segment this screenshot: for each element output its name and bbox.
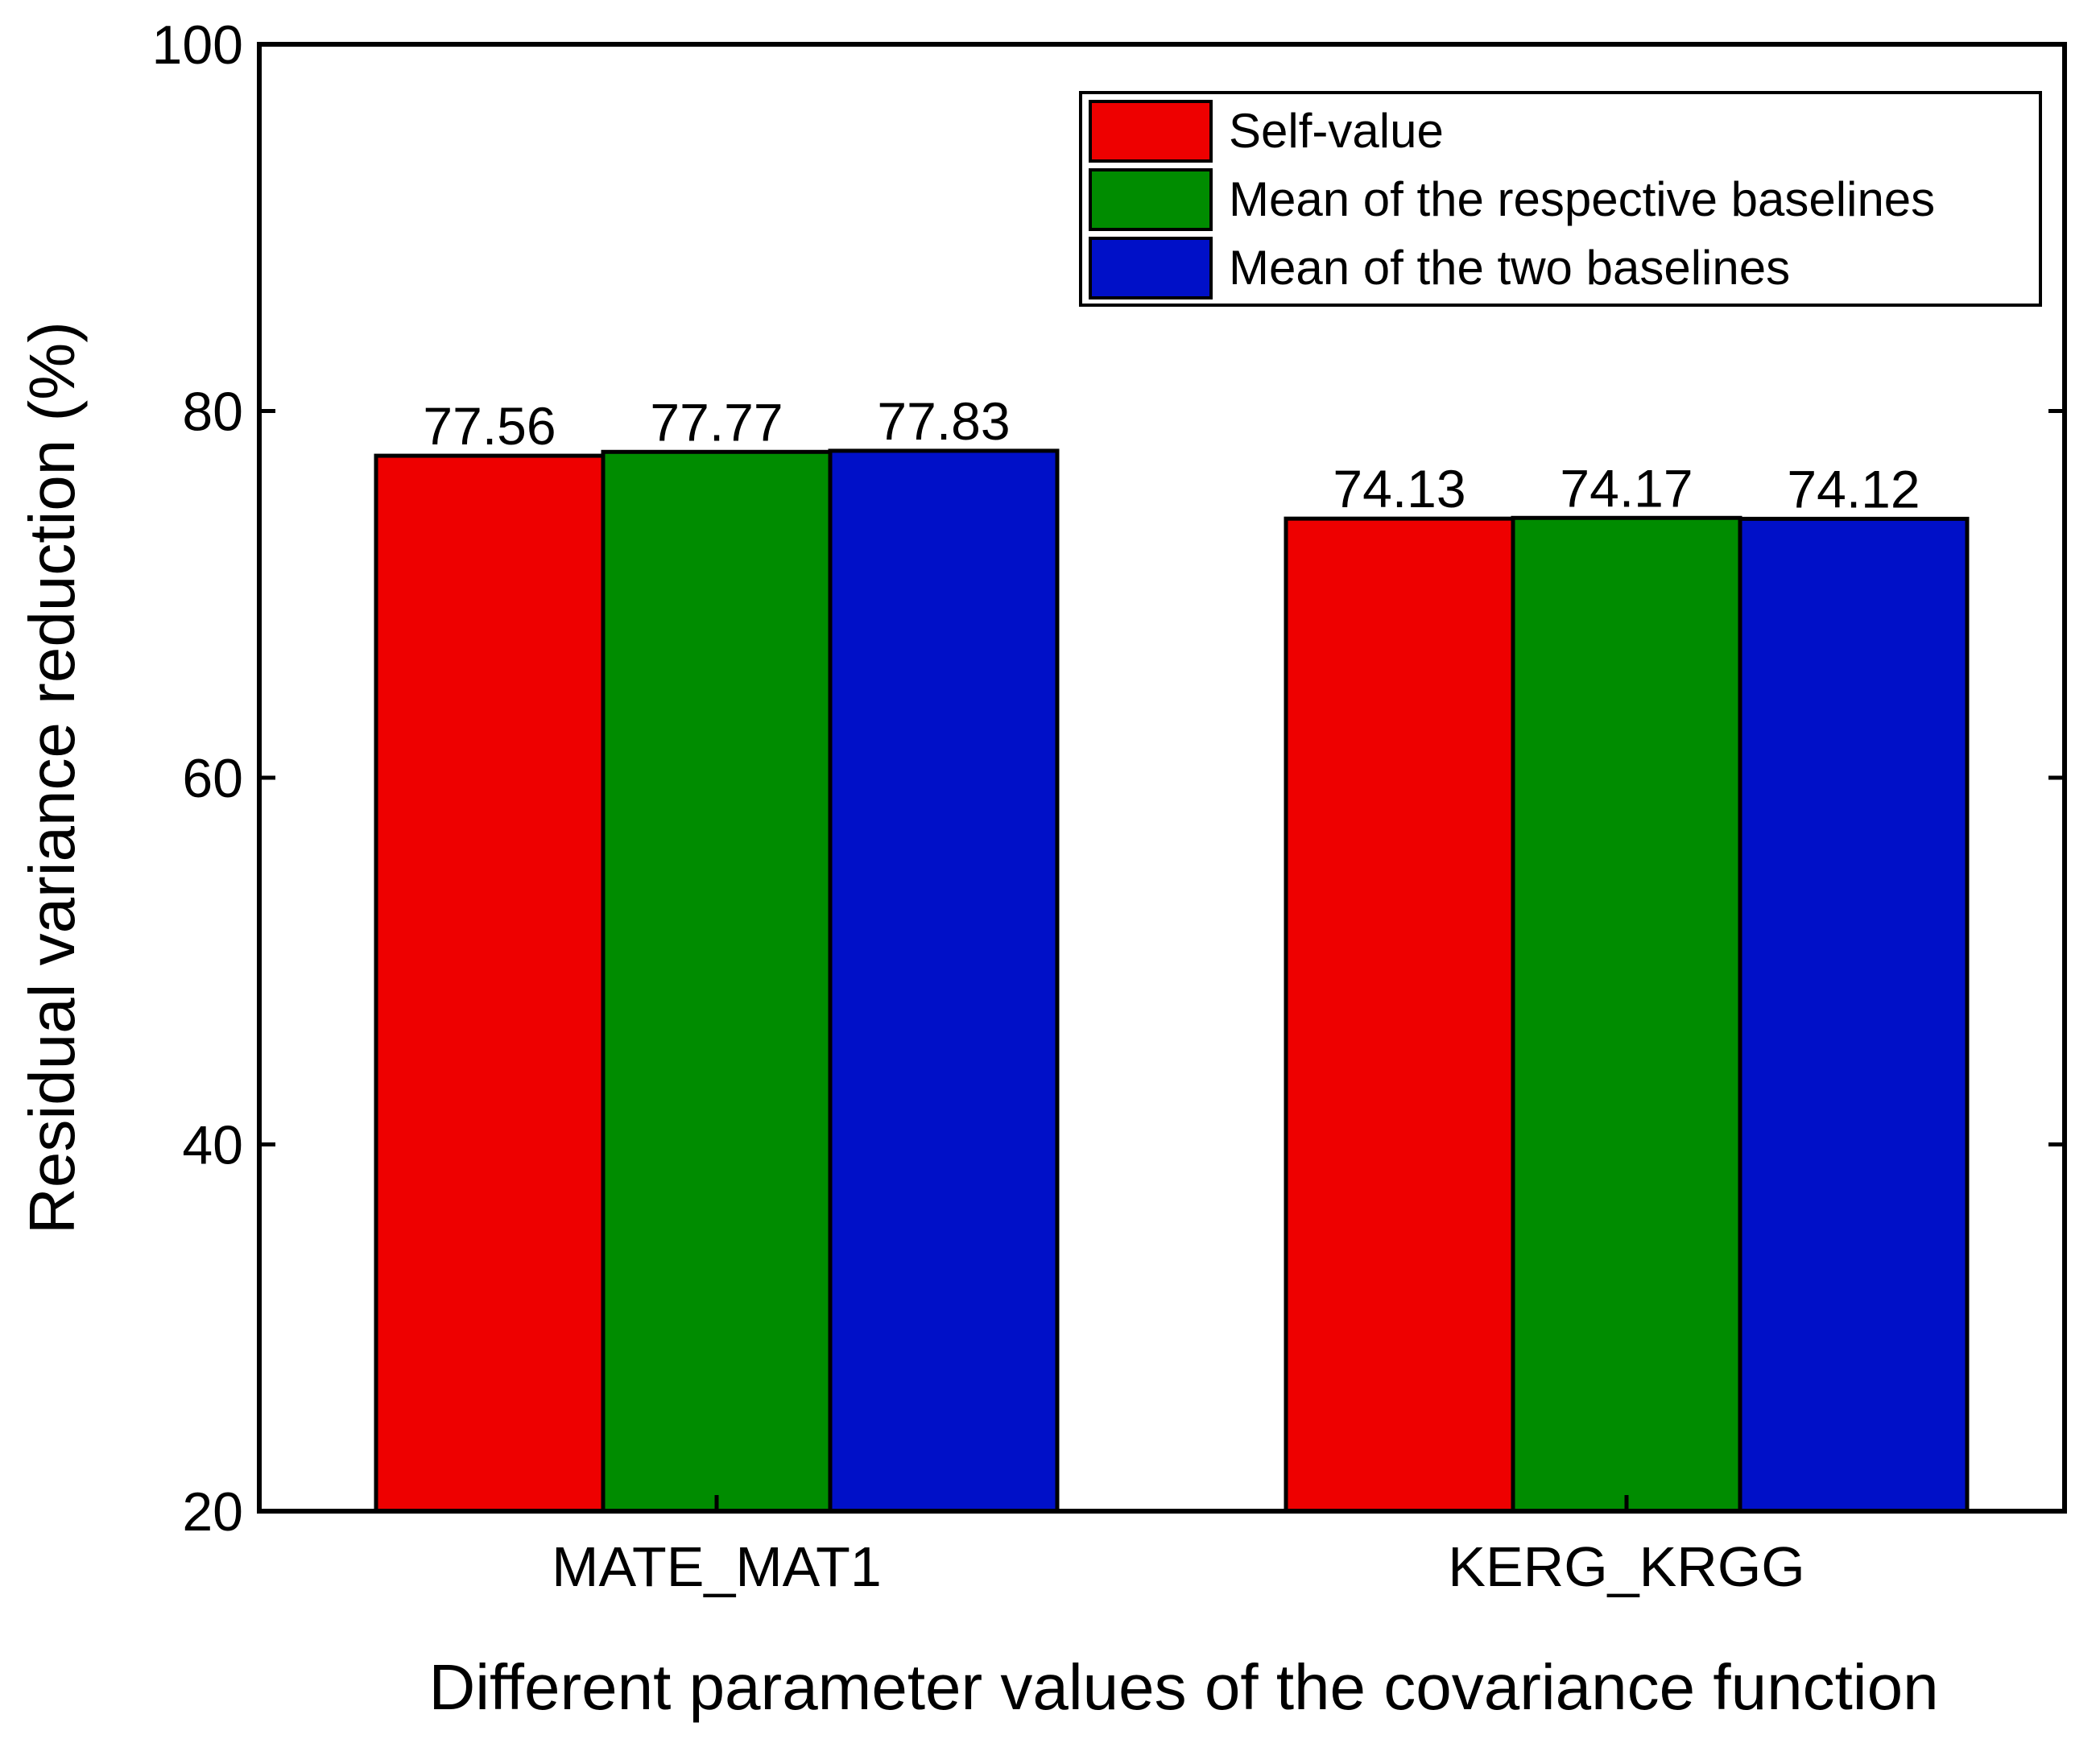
legend-swatch-2 xyxy=(1089,237,1213,299)
bar-1-1 xyxy=(1511,515,1742,1514)
y-tick-label-0: 20 xyxy=(182,1481,243,1543)
bar-1-2 xyxy=(1738,516,1970,1514)
bar-0-2 xyxy=(828,448,1060,1514)
data-label-0-1: 77.77 xyxy=(650,392,783,452)
data-labels-layer: 77.56 77.77 77.83 74.13 74.17 74.12 xyxy=(423,391,1920,518)
y-tick-label-3: 80 xyxy=(182,382,243,443)
data-label-0-2: 77.83 xyxy=(877,391,1010,451)
legend: Self-value Mean of the respective baselin… xyxy=(1079,91,2042,307)
x-tick-label-1: KERG_KRGG xyxy=(1448,1535,1804,1598)
y-tick-label-1: 40 xyxy=(182,1115,243,1176)
bar-0-0 xyxy=(374,453,606,1514)
data-label-1-2: 74.12 xyxy=(1787,459,1920,518)
data-label-0-0: 77.56 xyxy=(423,396,556,456)
data-label-1-0: 74.13 xyxy=(1333,459,1465,518)
x-axis-title: Different parameter values of the covari… xyxy=(428,1651,1938,1723)
bar-1-0 xyxy=(1284,516,1515,1514)
legend-swatch-1 xyxy=(1089,168,1213,231)
bar-0-1 xyxy=(601,449,833,1514)
ticks-layer: MATE_MAT1 KERG_KRGG 20 40 60 80 100 xyxy=(152,14,2065,1598)
legend-label-2: Mean of the two baselines xyxy=(1229,241,1790,295)
y-tick-label-2: 60 xyxy=(182,748,243,809)
data-label-1-1: 74.17 xyxy=(1560,458,1693,518)
y-tick-label-4: 100 xyxy=(152,14,243,76)
legend-label-0: Self-value xyxy=(1229,104,1444,158)
legend-label-1: Mean of the respective baselines xyxy=(1229,172,1935,226)
bars-layer xyxy=(374,448,1970,1514)
y-axis-title: Residual variance reduction (%) xyxy=(16,321,88,1234)
legend-box xyxy=(1079,91,2042,307)
legend-swatch-0 xyxy=(1089,100,1213,163)
x-tick-label-0: MATE_MAT1 xyxy=(552,1535,882,1598)
